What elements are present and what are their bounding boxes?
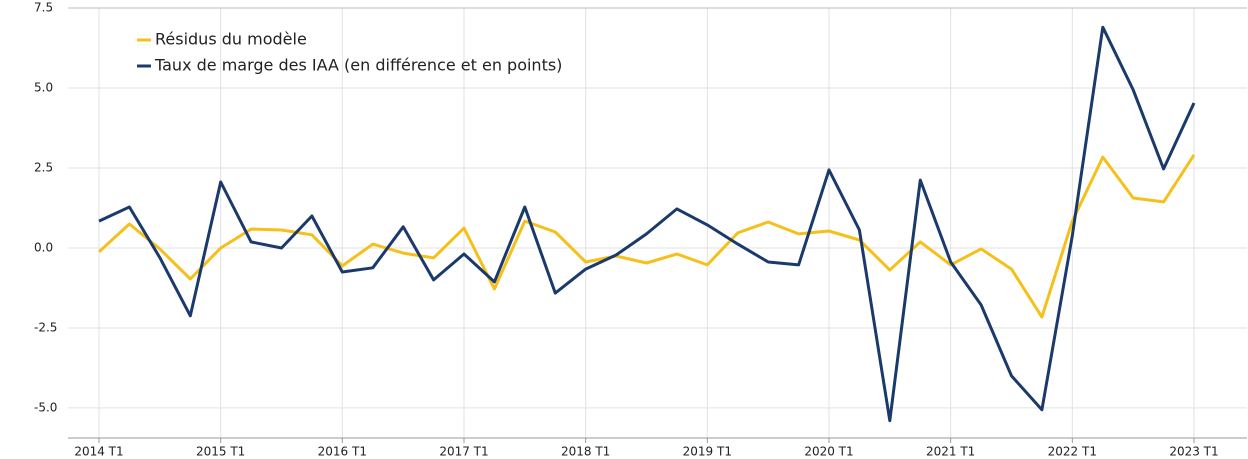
x-tick-label: 2015 T1 xyxy=(196,445,245,459)
y-tick-label: -5.0 xyxy=(34,400,57,414)
y-tick-label: 7.5 xyxy=(34,1,53,15)
y-tick-label: -2.5 xyxy=(34,320,57,334)
x-tick-label: 2021 T1 xyxy=(926,445,975,459)
x-tick-label: 2017 T1 xyxy=(439,445,488,459)
legend-label: Résidus du modèle xyxy=(155,30,307,49)
x-tick-label: 2018 T1 xyxy=(561,445,610,459)
x-tick-label: 2022 T1 xyxy=(1048,445,1097,459)
x-tick-label: 2020 T1 xyxy=(804,445,853,459)
series-line xyxy=(97,154,1196,319)
series-line xyxy=(98,25,1196,423)
y-tick-label: 2.5 xyxy=(34,160,53,174)
legend-label: Taux de marge des IAA (en différence et … xyxy=(154,56,562,75)
x-tick-label: 2014 T1 xyxy=(74,445,123,459)
x-tick-label: 2019 T1 xyxy=(683,445,732,459)
x-tick-label: 2016 T1 xyxy=(318,445,367,459)
y-tick-label: 5.0 xyxy=(34,80,53,94)
y-tick-label: 0.0 xyxy=(34,240,53,254)
x-tick-label: 2023 T1 xyxy=(1169,445,1218,459)
